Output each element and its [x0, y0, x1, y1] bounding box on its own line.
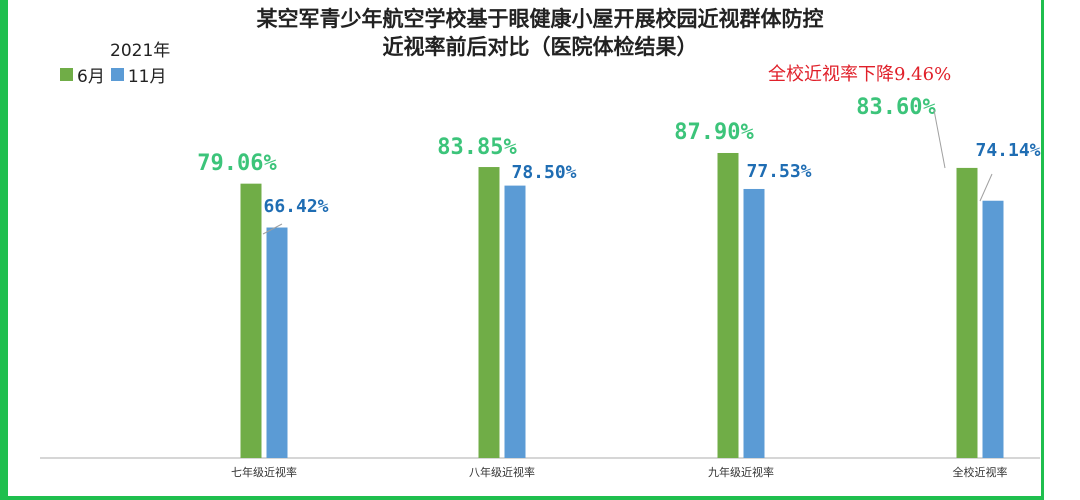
legend-item-june: 6月	[60, 62, 105, 87]
chart-title: 某空军青少年航空学校基于眼健康小屋开展校园近视群体防控	[256, 7, 824, 31]
data-label-november-3: 74.14%	[975, 140, 1040, 161]
x-tick-label-0: 七年级近视率	[231, 465, 297, 479]
data-label-november-1: 78.50%	[511, 162, 576, 183]
leader-line-0	[262, 223, 283, 235]
legend-swatch-november	[110, 68, 124, 81]
frame-left-border	[0, 0, 8, 500]
legend-swatch-june	[60, 68, 73, 81]
bar-november-0	[266, 227, 288, 458]
x-tick-label-1: 八年级近视率	[469, 465, 535, 479]
x-tick-label-3: 全校近视率	[953, 465, 1008, 479]
data-label-june-3: 83.60%	[856, 95, 936, 120]
year-label: 2021年	[110, 41, 171, 61]
bar-november-3	[982, 200, 1004, 459]
data-label-june-2: 87.90%	[674, 120, 754, 145]
bar-june-2	[717, 152, 739, 458]
bar-november-2	[743, 188, 765, 459]
decline-annotation: 全校近视率下降9.46%	[768, 64, 952, 85]
data-label-november-0: 66.42%	[263, 196, 328, 217]
bar-june-3	[956, 167, 978, 458]
leader-line-1	[933, 109, 946, 169]
frame-bottom-border	[0, 496, 1044, 500]
legend: 6月 11月	[60, 62, 172, 87]
chart-subtitle: 近视率前后对比（医院体检结果）	[382, 35, 698, 59]
bar-november-1	[504, 185, 526, 459]
bar-june-0	[240, 183, 262, 458]
leader-line-2	[979, 173, 993, 202]
frame-right-border	[1041, 0, 1044, 500]
data-label-june-0: 79.06%	[197, 151, 277, 176]
data-label-june-1: 83.85%	[437, 135, 517, 160]
legend-item-november: 11月	[110, 62, 167, 87]
x-tick-label-2: 九年级近视率	[708, 465, 774, 479]
legend-label-november: 11月	[127, 67, 167, 87]
legend-label-june: 6月	[77, 67, 105, 87]
data-label-november-2: 77.53%	[746, 161, 811, 182]
bar-june-1	[478, 167, 500, 458]
